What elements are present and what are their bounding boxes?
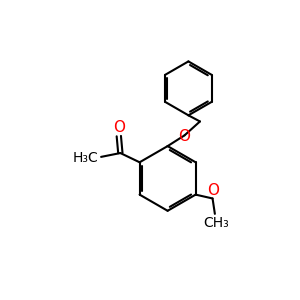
Text: O: O <box>178 129 190 144</box>
Text: CH₃: CH₃ <box>203 216 229 230</box>
Text: H₃C: H₃C <box>73 151 99 165</box>
Text: O: O <box>113 120 125 135</box>
Text: O: O <box>207 183 219 198</box>
